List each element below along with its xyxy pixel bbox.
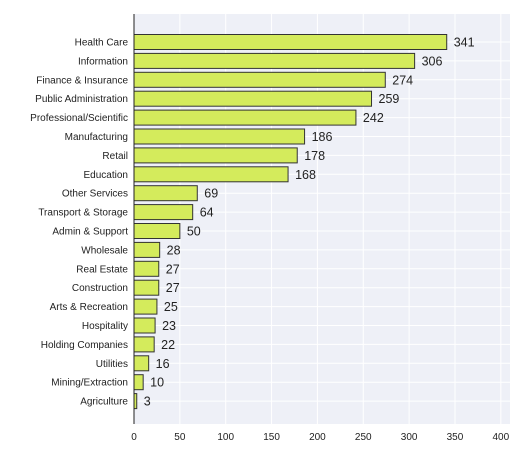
x-tick-label-6: 300 [401,432,418,443]
bar-5 [133,128,306,145]
bar-4 [133,109,357,126]
category-label-15: Hospitality [82,321,128,332]
value-label-4: 242 [363,111,384,125]
value-label-13: 27 [166,281,180,295]
bar-12 [133,260,160,277]
bar-9 [133,204,194,221]
bar-17 [133,355,150,372]
bar-16 [133,336,155,353]
value-label-18: 10 [150,376,164,390]
bar-3 [133,90,373,107]
bar-1 [133,52,416,69]
category-label-17: Utilities [96,359,128,370]
x-tick-label-2: 100 [217,432,234,443]
value-label-1: 306 [422,54,443,68]
bar-15 [133,317,156,334]
category-label-3: Public Administration [35,94,128,105]
bar-11 [133,241,161,258]
bar-18 [133,374,144,391]
value-label-9: 64 [200,206,214,220]
category-label-19: Agriculture [80,397,128,408]
category-label-10: Admin & Support [52,227,128,238]
bar-10 [133,223,181,239]
value-label-3: 259 [379,92,400,106]
category-label-0: Health Care [75,38,129,49]
bar-13 [133,279,160,296]
value-label-15: 23 [162,319,176,333]
bar-7 [133,166,289,183]
x-tick-label-4: 200 [309,432,326,443]
value-label-12: 27 [166,262,180,276]
category-label-13: Construction [72,283,128,294]
category-label-14: Arts & Recreation [50,302,128,313]
value-label-14: 25 [164,300,178,314]
value-label-7: 168 [295,168,316,182]
x-tick-label-3: 150 [263,432,280,443]
bar-0 [133,34,448,50]
category-label-9: Transport & Storage [38,208,128,219]
category-label-1: Information [78,56,128,67]
value-label-6: 178 [304,149,325,163]
value-label-17: 16 [156,357,170,371]
category-label-7: Education [84,170,128,181]
x-tick-label-8: 400 [492,432,509,443]
bar-6 [133,147,298,164]
value-label-2: 274 [392,73,413,87]
value-labels: 341 306 274 259 242 186 178 168 69 64 50 28 27 27 25 23… [144,36,475,409]
category-labels: Health Care Information Finance & Insuranc… [30,38,128,408]
x-tick-label-7: 350 [447,432,464,443]
value-label-11: 28 [167,243,181,257]
category-label-5: Manufacturing [65,132,128,143]
value-label-10: 50 [187,225,201,239]
category-label-12: Real Estate [76,264,128,275]
value-label-19: 3 [144,395,151,409]
bar-14 [133,298,158,315]
x-tick-label-5: 250 [355,432,372,443]
category-label-18: Mining/Extraction [51,378,128,389]
bar-2 [133,71,386,88]
value-label-8: 69 [204,187,218,201]
category-label-16: Holding Companies [41,340,128,351]
category-label-2: Finance & Insurance [36,75,128,86]
value-label-16: 22 [161,338,175,352]
x-tick-labels: 0 50 100 150 200 250 300 350 400 [131,432,509,443]
value-label-5: 186 [312,130,333,144]
bar-8 [133,185,198,202]
category-label-4: Professional/Scientific [30,113,128,124]
bars [133,34,448,410]
value-label-0: 341 [454,36,475,50]
x-tick-label-1: 50 [174,432,186,443]
x-tick-label-0: 0 [131,432,137,443]
category-label-6: Retail [102,151,128,162]
category-label-8: Other Services [62,189,128,200]
category-label-11: Wholesale [81,245,128,256]
